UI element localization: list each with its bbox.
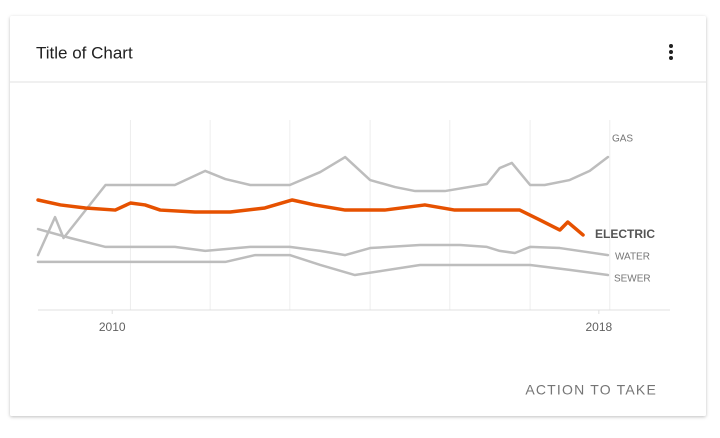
series-label: WATER [615, 252, 650, 263]
series-label: ELECTRIC [595, 227, 655, 241]
menu-dot[interactable] [669, 44, 673, 48]
menu-button[interactable] [669, 44, 673, 60]
series-label: SEWER [614, 274, 651, 285]
action-button[interactable]: ACTION TO TAKE [525, 382, 657, 398]
series-line [36, 253, 610, 277]
chart-title: Title of Chart [36, 43, 133, 62]
series-line [36, 227, 610, 257]
series-line [36, 155, 610, 257]
card [10, 16, 706, 416]
menu-dot[interactable] [669, 56, 673, 60]
menu-dot[interactable] [669, 50, 673, 54]
x-tick-label: 2018 [585, 320, 612, 334]
plot: 2010 2018 GAS WATER SEWER ELECTRIC [36, 120, 670, 334]
series-line [36, 198, 585, 237]
x-tick-label: 2010 [99, 320, 126, 334]
series-label: GAS [612, 134, 633, 145]
